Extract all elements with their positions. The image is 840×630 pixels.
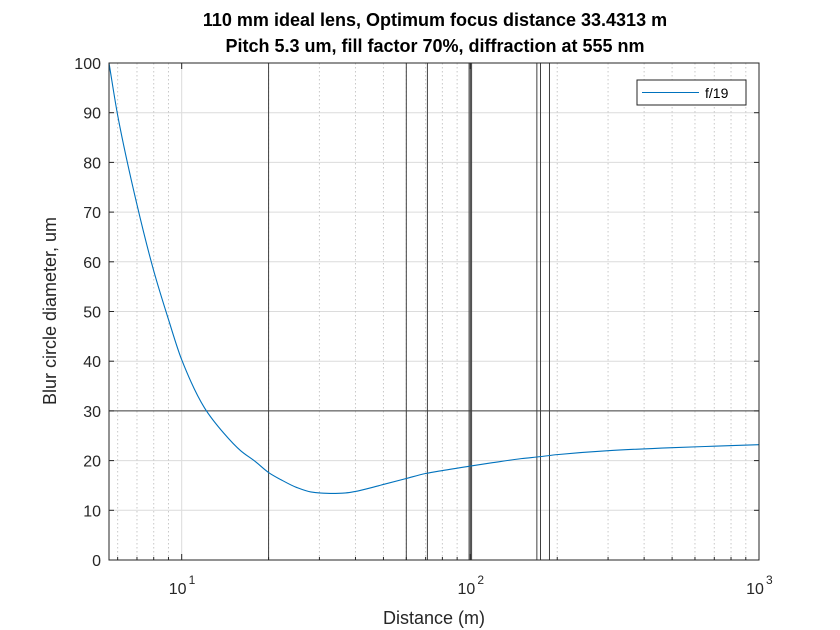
y-tick-label: 100 bbox=[74, 56, 101, 73]
chart-subtitle: Pitch 5.3 um, fill factor 70%, diffracti… bbox=[225, 36, 644, 56]
chart-title: 110 mm ideal lens, Optimum focus distanc… bbox=[203, 10, 667, 30]
y-tick-label: 90 bbox=[83, 106, 101, 123]
y-tick-label: 40 bbox=[83, 354, 101, 371]
y-axis-label: Blur circle diameter, um bbox=[40, 217, 60, 405]
x-tick-label-base: 10 bbox=[169, 581, 187, 598]
legend-label: f/19 bbox=[705, 85, 729, 101]
x-tick-label-base: 10 bbox=[457, 581, 475, 598]
y-tick-label: 50 bbox=[83, 305, 101, 322]
y-tick-label: 70 bbox=[83, 205, 101, 222]
y-tick-label: 0 bbox=[92, 553, 101, 570]
y-tick-label: 30 bbox=[83, 404, 101, 421]
x-tick-label-exponent: 1 bbox=[189, 573, 196, 587]
x-tick-label-exponent: 3 bbox=[766, 573, 773, 587]
x-tick-label-exponent: 2 bbox=[477, 573, 484, 587]
y-tick-label: 20 bbox=[83, 454, 101, 471]
y-tick-label: 80 bbox=[83, 155, 101, 172]
reference-lines bbox=[109, 63, 759, 560]
y-tick-label: 60 bbox=[83, 255, 101, 272]
series-line-f19 bbox=[108, 62, 760, 494]
y-tick-label: 10 bbox=[83, 503, 101, 520]
legend: f/19 bbox=[636, 79, 747, 106]
x-tick-label-base: 10 bbox=[746, 581, 764, 598]
x-axis-label: Distance (m) bbox=[383, 608, 485, 628]
